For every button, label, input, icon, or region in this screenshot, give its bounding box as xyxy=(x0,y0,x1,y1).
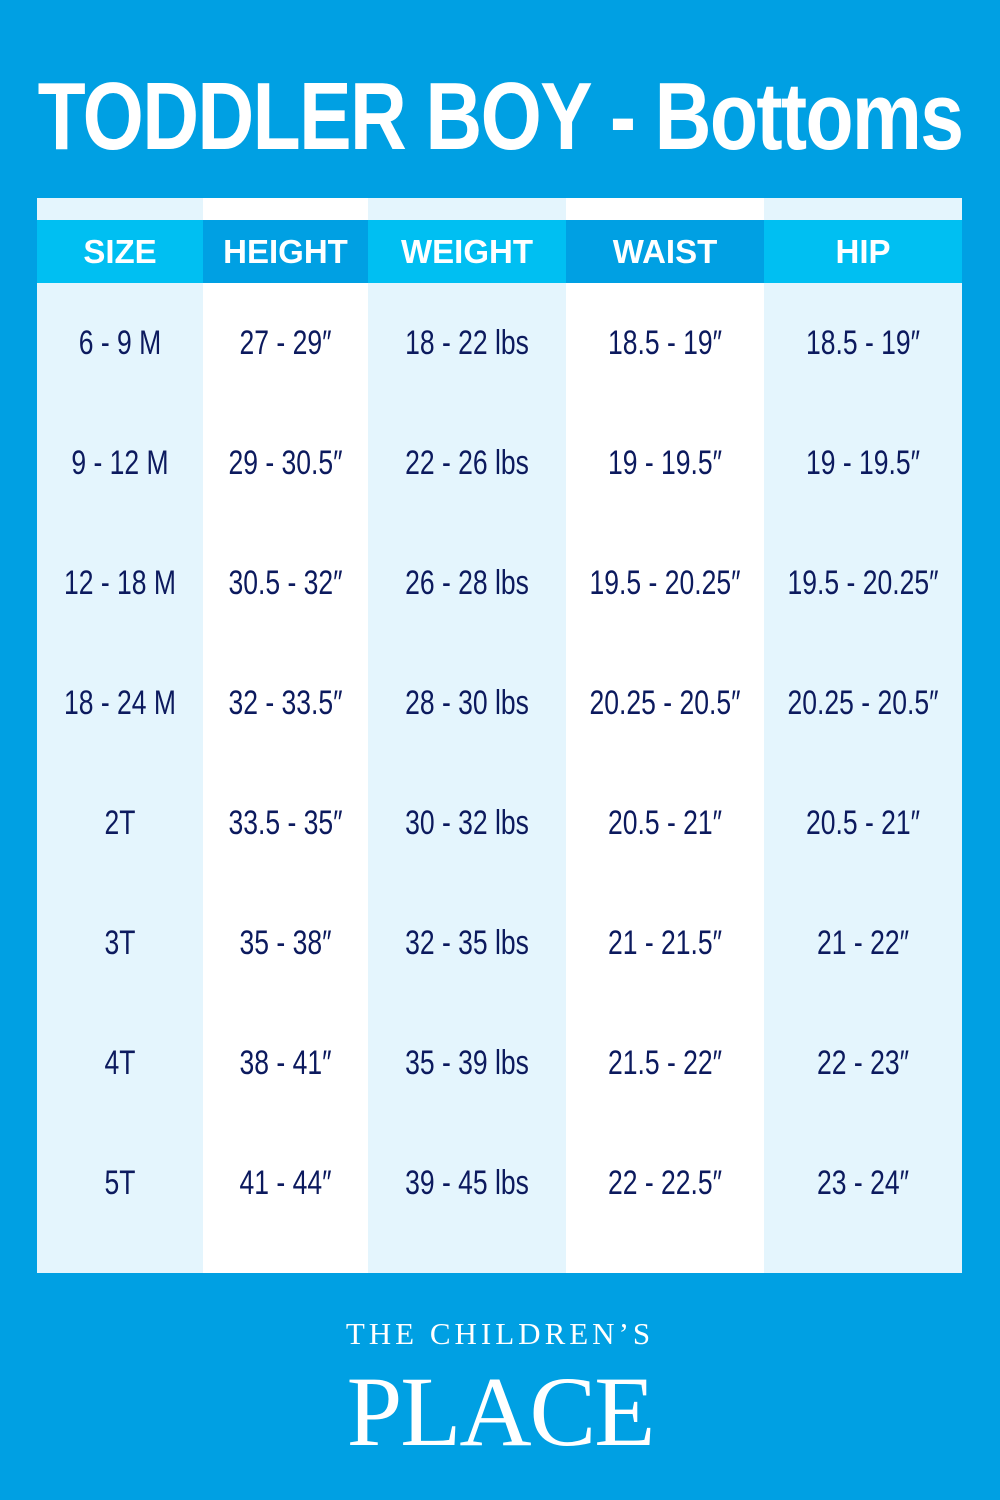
column-header: SIZE xyxy=(37,220,203,283)
table-cell: 35 - 38″ xyxy=(239,923,332,962)
table-cell: 18 - 24 M xyxy=(63,683,177,722)
table-cell: 22 - 26 lbs xyxy=(405,443,529,482)
table-cell: 2T xyxy=(104,803,136,842)
table-cell: 26 - 28 lbs xyxy=(405,563,529,602)
table-cell: 30 - 32 lbs xyxy=(405,803,529,842)
table-cell: 12 - 18 M xyxy=(63,563,177,602)
table-cell: 28 - 30 lbs xyxy=(405,683,529,722)
column-weight: WEIGHT 18 - 22 lbs 22 - 26 lbs 26 - 28 lbs 2… xyxy=(368,198,566,1273)
table-cell: 33.5 - 35″ xyxy=(228,803,343,842)
table-cell: 18.5 - 19″ xyxy=(805,323,921,362)
table-cell: 4T xyxy=(104,1043,136,1082)
table-cell: 20.25 - 20.5″ xyxy=(787,683,939,722)
table-cell: 21 - 21.5″ xyxy=(607,923,723,962)
table-cell: 21 - 22″ xyxy=(817,923,909,962)
table-cell: 19 - 19.5″ xyxy=(805,443,921,482)
table-cell: 9 - 12 M xyxy=(71,443,169,482)
table-cell: 18 - 22 lbs xyxy=(405,323,529,362)
logo-line-1: THE CHILDREN’S xyxy=(345,1316,655,1351)
table-cell: 5T xyxy=(104,1163,136,1202)
logo-line-2: PLACE xyxy=(346,1356,656,1467)
table-cell: 20.5 - 21″ xyxy=(805,803,921,842)
column-waist: WAIST 18.5 - 19″ 19 - 19.5″ 19.5 - 20.25″ 20… xyxy=(566,198,764,1273)
table-cell: 19 - 19.5″ xyxy=(607,443,723,482)
table-cell: 18.5 - 19″ xyxy=(607,323,723,362)
table-cell: 38 - 41″ xyxy=(239,1043,332,1082)
column-header: HEIGHT xyxy=(203,220,368,283)
table-cell: 21.5 - 22″ xyxy=(607,1043,723,1082)
table-cell: 22 - 23″ xyxy=(817,1043,909,1082)
size-chart-table: SIZE 6 - 9 M 9 - 12 M 12 - 18 M 18 - 24 M 2T 3… xyxy=(37,198,962,1273)
table-cell: 22 - 22.5″ xyxy=(607,1163,723,1202)
column-header: HIP xyxy=(764,220,962,283)
brand-logo: THE CHILDREN’S PLACE xyxy=(0,1314,1000,1470)
table-cell: 27 - 29″ xyxy=(239,323,332,362)
table-cell: 3T xyxy=(104,923,136,962)
table-cell: 19.5 - 20.25″ xyxy=(589,563,741,602)
table-cell: 35 - 39 lbs xyxy=(405,1043,529,1082)
table-cell: 30.5 - 32″ xyxy=(228,563,343,602)
table-cell: 20.5 - 21″ xyxy=(607,803,723,842)
table-cell: 23 - 24″ xyxy=(817,1163,909,1202)
table-cell: 29 - 30.5″ xyxy=(228,443,343,482)
column-hip: HIP 18.5 - 19″ 19 - 19.5″ 19.5 - 20.25″ 20.2… xyxy=(764,198,962,1273)
table-cell: 41 - 44″ xyxy=(239,1163,332,1202)
column-height: HEIGHT 27 - 29″ 29 - 30.5″ 30.5 - 32″ 32 - 3… xyxy=(203,198,368,1273)
column-header: WEIGHT xyxy=(368,220,566,283)
table-cell: 20.25 - 20.5″ xyxy=(589,683,741,722)
table-cell: 39 - 45 lbs xyxy=(405,1163,529,1202)
table-cell: 32 - 35 lbs xyxy=(405,923,529,962)
page-title: TODDLER BOY - Bottoms xyxy=(37,63,964,170)
table-cell: 32 - 33.5″ xyxy=(228,683,343,722)
column-size: SIZE 6 - 9 M 9 - 12 M 12 - 18 M 18 - 24 M 2T 3… xyxy=(37,198,203,1273)
table-cell: 19.5 - 20.25″ xyxy=(787,563,939,602)
column-header: WAIST xyxy=(566,220,764,283)
table-cell: 6 - 9 M xyxy=(78,323,162,362)
